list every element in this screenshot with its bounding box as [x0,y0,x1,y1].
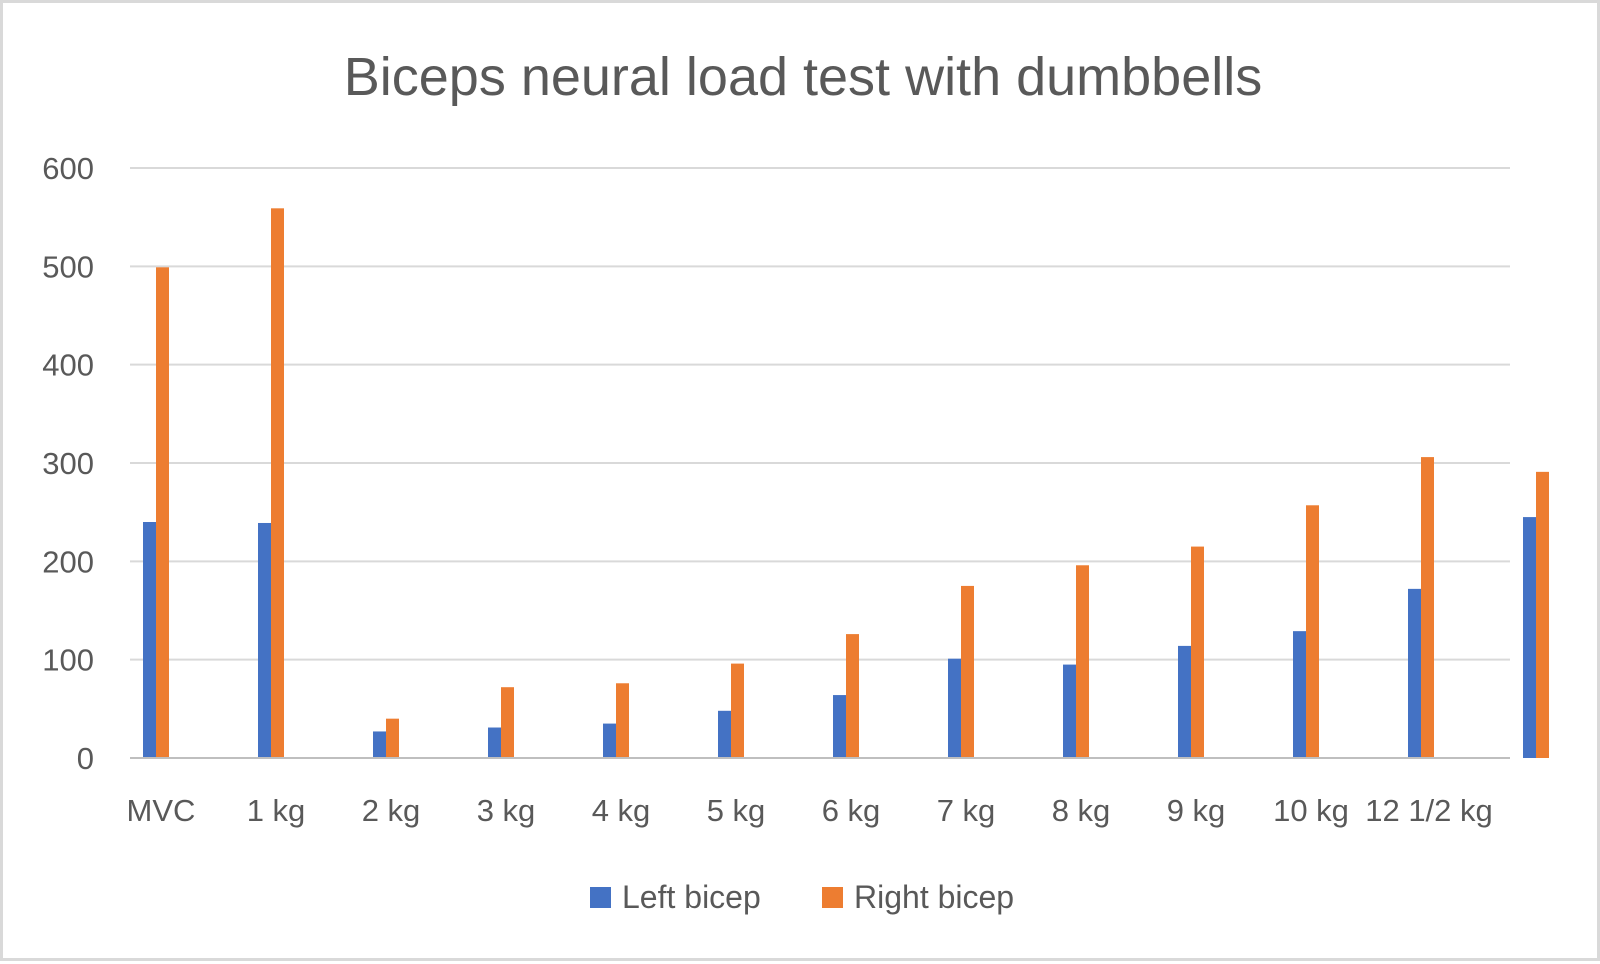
y-tick-label: 600 [42,151,94,186]
bar-left-bicep [373,731,386,758]
bar-right-bicep [501,687,514,758]
y-tick-label: 200 [42,544,94,579]
bar-left-bicep [1178,645,1191,758]
bar-left-bicep [1293,631,1306,758]
legend-swatch [822,887,843,908]
x-category-label: 8 kg [1052,793,1111,828]
bar-left-bicep [1523,517,1536,758]
y-tick-label: 300 [42,446,94,481]
y-axis-ticks: 0 100 200 300 400 500 600 [42,151,94,776]
bar-right-bicep [1536,471,1549,758]
bar-left-bicep [258,522,271,758]
legend-label: Left bicep [622,879,761,915]
bar-right-bicep [156,267,169,758]
x-category-label: 5 kg [707,793,766,828]
bar-right-bicep [1306,505,1319,758]
bar-right-bicep [271,208,284,759]
x-category-label: 3 kg [477,793,536,828]
gridlines [130,167,1510,661]
y-tick-label: 100 [42,643,94,678]
chart-title: Biceps neural load test with dumbbells [344,47,1263,107]
bar-left-bicep [603,723,616,758]
bar-right-bicep [616,683,629,758]
legend-label: Right bicep [854,879,1014,915]
x-category-label: 4 kg [592,793,651,828]
x-category-label: 10 kg [1273,793,1349,828]
bar-left-bicep [488,727,501,758]
bar-left-bicep [948,658,961,758]
x-category-label: MVC [127,793,196,828]
x-axis-categories: MVC 1 kg 2 kg 3 kg 4 kg 5 kg 6 kg 7 kg 8 kg 9 kg 1… [127,793,1493,828]
bar-left-bicep [1408,588,1421,758]
legend-swatch [590,887,611,908]
legend: Left bicep Right bicep [590,879,1014,915]
bar-right-bicep [1421,457,1434,758]
y-tick-label: 400 [42,348,94,383]
x-category-label: 12 1/2 kg [1365,793,1493,828]
x-category-label: 1 kg [247,793,306,828]
bar-right-bicep [731,663,744,758]
x-category-label: 2 kg [362,793,421,828]
bar-right-bicep [846,634,859,758]
bar-left-bicep [718,710,731,758]
x-category-label: 6 kg [822,793,881,828]
bars [143,208,1549,759]
bar-chart: Biceps neural load test with dumbbells 0… [42,47,1549,915]
bar-right-bicep [1076,565,1089,758]
bar-left-bicep [143,522,156,758]
bar-left-bicep [833,695,846,758]
x-category-label: 7 kg [937,793,996,828]
y-tick-label: 500 [42,249,94,284]
bar-right-bicep [1191,546,1204,758]
bar-left-bicep [1063,664,1076,758]
y-tick-label: 0 [77,741,94,776]
bar-right-bicep [386,718,399,758]
bar-right-bicep [961,585,974,758]
x-category-label: 9 kg [1167,793,1226,828]
